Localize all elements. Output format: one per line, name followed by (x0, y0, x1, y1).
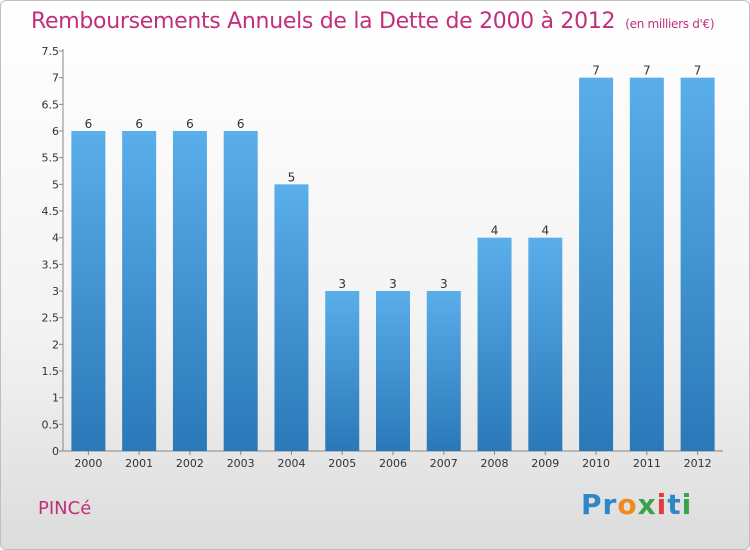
commune-name: PINCé (38, 498, 92, 519)
bar-value-label: 7 (592, 64, 600, 78)
bar-2005 (325, 291, 360, 451)
bar-2011 (629, 77, 664, 452)
x-tick-label: 2003 (227, 457, 255, 470)
proxiti-logo: Proxiti (581, 488, 693, 521)
bar-value-label: 3 (440, 277, 448, 291)
x-tick-label: 2002 (176, 457, 204, 470)
y-tick-label: 1 (52, 392, 59, 405)
bar-value-label: 7 (694, 64, 702, 78)
y-tick-label: 7 (52, 72, 59, 85)
labels: 6 2000 6 2001 6 2002 6 2003 5 2004 3 2005 3 2006 3 2007… (74, 64, 711, 470)
x-tick-label: 2000 (74, 457, 102, 470)
x-tick-label: 2005 (328, 457, 356, 470)
x-tick-label: 2007 (430, 457, 458, 470)
bar-2007 (426, 291, 461, 451)
y-tick-label: 6.5 (42, 98, 60, 111)
y-tick-label: 2 (52, 338, 59, 351)
bar-2009 (528, 237, 563, 451)
x-tick-label: 2004 (277, 457, 305, 470)
y-tick-label: 0.5 (42, 418, 60, 431)
bars (71, 77, 715, 452)
x-tick-label: 2001 (125, 457, 153, 470)
bar-2008 (477, 237, 512, 451)
x-tick-label: 2009 (531, 457, 559, 470)
x-tick-label: 2012 (684, 457, 712, 470)
bar-value-label: 4 (491, 224, 499, 238)
bar-2004 (274, 184, 309, 452)
y-tick-label: 5.5 (42, 152, 60, 165)
bar-value-label: 7 (643, 64, 651, 78)
x-tick-label: 2006 (379, 457, 407, 470)
chart-unit: (en milliers d'€) (625, 17, 715, 31)
bar-2001 (122, 131, 157, 451)
y-tick-label: 0 (52, 445, 59, 458)
bar-2002 (172, 131, 207, 451)
bar-value-label: 5 (288, 170, 296, 184)
bar-value-label: 4 (541, 224, 549, 238)
bar-value-label: 6 (85, 117, 93, 131)
bar-value-label: 6 (135, 117, 143, 131)
y-tick-label: 6 (52, 125, 59, 138)
x-tick-label: 2011 (633, 457, 661, 470)
y-tick-label: 4.5 (42, 205, 60, 218)
y-tick-label: 5 (52, 178, 59, 191)
bar-value-label: 3 (338, 277, 346, 291)
bar-value-label: 6 (237, 117, 245, 131)
y-tick-label: 3 (52, 285, 59, 298)
bar-2000 (71, 131, 106, 451)
y-tick-label: 3.5 (42, 258, 60, 271)
y-tick-label: 2.5 (42, 312, 60, 325)
bar-2010 (579, 77, 614, 452)
chart-title-text: Remboursements Annuels de la Dette de 20… (31, 9, 616, 34)
bar-value-label: 3 (389, 277, 397, 291)
x-tick-label: 2010 (582, 457, 610, 470)
axes: 0 0.5 1 1.5 2 2.5 3 3.5 4 4.5 5 5.5 6 6.5 7 7.5 (42, 45, 723, 458)
chart-title: Remboursements Annuels de la Dette de 20… (31, 9, 715, 34)
bar-value-label: 6 (186, 117, 194, 131)
bar-2003 (223, 131, 258, 451)
y-tick-label: 1.5 (42, 365, 60, 378)
x-tick-label: 2008 (481, 457, 509, 470)
bar-2006 (376, 291, 410, 451)
bar-2012 (680, 77, 715, 452)
y-tick-label: 4 (52, 232, 59, 245)
y-tick-label: 7.5 (42, 45, 60, 58)
